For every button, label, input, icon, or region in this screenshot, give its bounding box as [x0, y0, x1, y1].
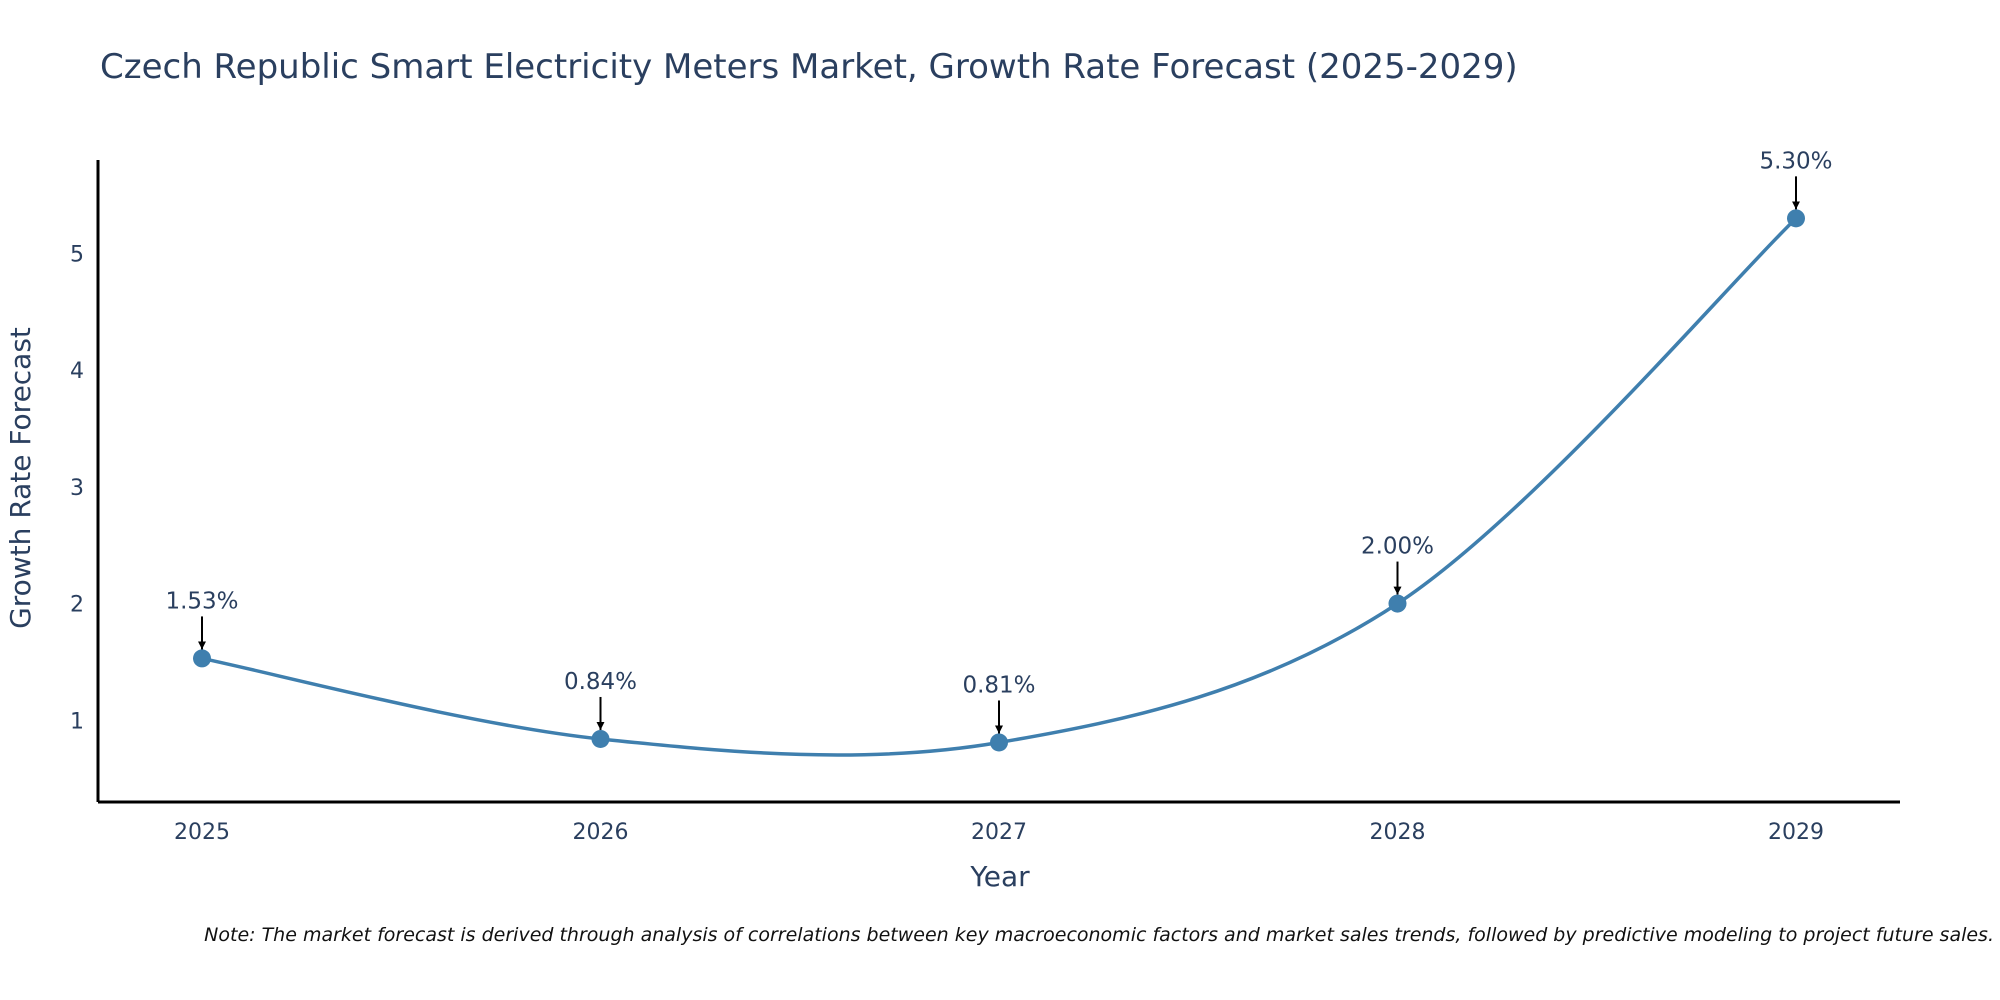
data-point[interactable]	[990, 733, 1008, 752]
axes	[96, 160, 1900, 804]
axis-ticks: 1 2 3 4 5 2025 2026 2027 2028 2029	[70, 242, 1824, 845]
x-tick-label: 2028	[1370, 820, 1426, 845]
data-point[interactable]	[1787, 209, 1805, 228]
series-layer	[193, 209, 1805, 757]
y-tick-label: 4	[70, 359, 84, 384]
y-tick-label: 5	[70, 242, 84, 267]
x-tick-label: 2026	[573, 820, 629, 845]
y-tick-label: 1	[70, 709, 84, 734]
y-tick-label: 3	[70, 476, 84, 501]
series-line	[201, 217, 1798, 757]
x-tick-label: 2027	[971, 820, 1027, 845]
data-point[interactable]	[1388, 594, 1407, 613]
x-axis-title: Year	[969, 860, 1030, 893]
y-tick-label: 2	[70, 593, 84, 618]
data-label: 0.81%	[962, 672, 1035, 698]
data-label: 0.84%	[564, 669, 637, 695]
chart-title: Czech Republic Smart Electricity Meters …	[100, 47, 1518, 87]
x-tick-label: 2025	[174, 820, 230, 845]
data-label: 5.30%	[1759, 148, 1832, 174]
data-labels-layer: 1.53% 0.84% 0.81% 2.00% 5.30%	[165, 148, 1833, 734]
x-tick-label: 2029	[1768, 820, 1824, 845]
data-label: 1.53%	[165, 588, 238, 614]
data-point[interactable]	[193, 649, 211, 668]
data-label: 2.00%	[1361, 534, 1434, 560]
footnote: Note: The market forecast is derived thr…	[204, 924, 1994, 946]
data-point[interactable]	[591, 729, 610, 748]
y-axis-title: Growth Rate Forecast	[4, 327, 37, 629]
